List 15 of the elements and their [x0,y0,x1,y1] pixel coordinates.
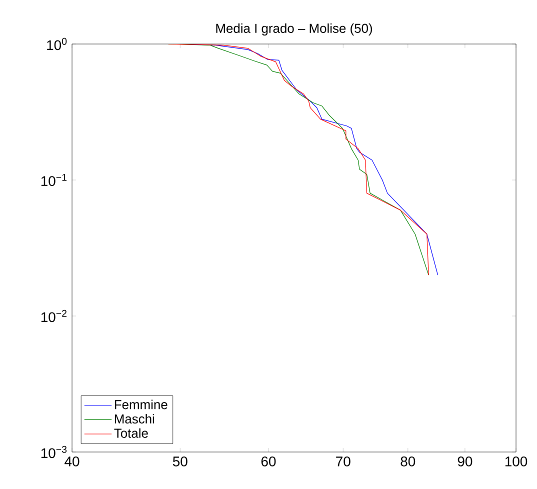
chart-title: Media I grado – Molise (50) [216,23,372,36]
y-tick-label: 10$^{−3}$ [41,446,67,458]
x-tick-label: 100 [505,456,528,466]
x-tick-label: 70 [336,456,350,466]
legend-label: Femmine [114,400,168,410]
x-tick-label: 90 [458,456,472,466]
x-tick-label: 80 [400,456,416,466]
y-tick-label: 10$^{−2}$ [41,310,67,322]
y-tick-label: 10$^{0}$ [47,38,67,50]
legend-label: Maschi [114,414,154,424]
x-tick-label: 40 [64,456,80,466]
x-tick-label: 60 [261,456,276,466]
legend-label: Totale [114,428,148,438]
x-tick-label: 50 [172,456,188,466]
y-tick-label: 10$^{−1}$ [41,174,67,186]
